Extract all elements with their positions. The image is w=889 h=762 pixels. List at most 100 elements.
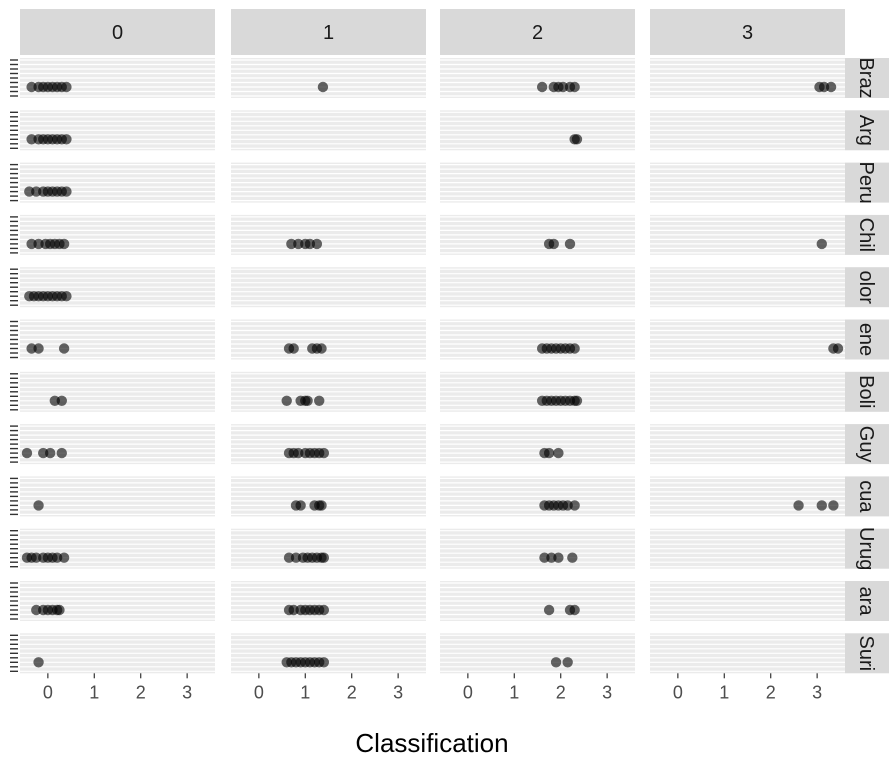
data-point	[56, 395, 67, 406]
data-point	[832, 343, 844, 354]
row-strip	[845, 267, 889, 308]
data-point	[567, 552, 578, 563]
data-point	[569, 81, 580, 93]
x-tick-label: 1	[719, 682, 729, 702]
row-strip-label: Braz	[855, 57, 877, 98]
data-point	[56, 447, 67, 459]
data-point	[318, 657, 330, 668]
data-point	[569, 500, 580, 511]
row-strip	[845, 371, 889, 412]
facet-panels	[20, 58, 845, 674]
column-strips: 0 1 2 3	[20, 9, 845, 55]
row-strip	[845, 424, 889, 465]
row-strip-label: ene	[855, 323, 877, 356]
data-point	[61, 291, 72, 302]
data-point	[571, 134, 583, 145]
data-point	[281, 395, 292, 406]
x-tick-label: 3	[393, 682, 403, 702]
x-tick-label: 0	[673, 682, 683, 702]
data-point	[562, 657, 573, 668]
data-point	[58, 238, 70, 250]
row-strip-label: ara	[855, 587, 877, 617]
col-strip	[650, 9, 845, 55]
row-strip-label: cua	[855, 480, 877, 513]
y-tick-marks	[10, 59, 18, 672]
x-axis-title: Classification	[355, 728, 508, 758]
data-point	[553, 552, 564, 563]
data-point	[61, 186, 72, 197]
data-point	[314, 395, 325, 406]
row-strip	[845, 110, 889, 151]
data-point	[316, 343, 327, 354]
data-point	[564, 238, 576, 250]
data-point	[569, 343, 580, 354]
row-strips: Braz Arg Peru Chil olor ene Boli Guy cua Urug ara S…	[845, 57, 889, 674]
x-tick-label: 0	[463, 682, 473, 702]
data-point	[288, 343, 299, 354]
row-strip	[845, 476, 889, 517]
data-point	[311, 238, 323, 250]
data-point	[828, 500, 839, 511]
data-point	[61, 81, 72, 93]
x-tick-label: 1	[300, 682, 310, 702]
row-strip	[845, 633, 889, 674]
col-strip-label: 0	[112, 22, 123, 44]
row-strip-label: olor	[855, 271, 877, 305]
data-point	[571, 395, 583, 406]
data-point	[316, 500, 327, 511]
col-strip-label: 3	[742, 22, 753, 44]
data-point	[816, 500, 827, 511]
data-point	[295, 500, 306, 511]
row-strip	[845, 319, 889, 360]
x-tick-label: 2	[347, 682, 357, 702]
data-point	[318, 447, 330, 459]
x-tick-label: 3	[182, 682, 192, 702]
data-point	[54, 604, 65, 616]
col-strip	[20, 9, 215, 55]
x-tick-label: 3	[602, 682, 612, 702]
data-point	[317, 81, 329, 93]
data-point	[21, 447, 33, 459]
data-points	[21, 81, 844, 668]
data-point	[569, 604, 580, 616]
row-strip-label: Arg	[855, 115, 877, 146]
col-strip	[231, 9, 426, 55]
data-point	[61, 134, 72, 145]
x-tick-label: 3	[812, 682, 822, 702]
x-tick-label: 0	[254, 682, 264, 702]
row-strip	[845, 528, 889, 569]
x-tick-label: 2	[136, 682, 146, 702]
data-point	[548, 238, 559, 250]
row-strip-label: Guy	[855, 426, 877, 463]
row-strip-label: Chil	[855, 218, 877, 252]
data-point	[825, 81, 837, 93]
data-point	[33, 343, 44, 354]
data-point	[793, 500, 804, 511]
data-point	[318, 552, 330, 563]
row-strip-label: Suri	[855, 636, 877, 672]
x-tick-label: 1	[509, 682, 519, 702]
row-strip-label: Peru	[855, 161, 877, 203]
data-point	[33, 500, 44, 511]
data-point	[550, 657, 562, 668]
data-point	[816, 238, 827, 250]
row-strip	[845, 162, 889, 203]
x-tick-label: 1	[89, 682, 99, 702]
row-strip-label: Urug	[855, 527, 877, 570]
data-point	[302, 395, 313, 406]
col-strip-label: 2	[532, 22, 543, 44]
data-point	[44, 447, 56, 459]
row-strip	[845, 58, 889, 98]
x-tick-label: 0	[43, 682, 53, 702]
x-tick-label: 2	[556, 682, 566, 702]
row-strip-label: Boli	[855, 375, 877, 408]
col-strip	[440, 9, 635, 55]
x-axis: 0 1 2 3 0 1 2 3 0 1 2 3 0 1 2 3	[43, 673, 822, 702]
data-point	[553, 447, 564, 459]
data-point	[58, 552, 70, 563]
data-point	[33, 657, 44, 668]
x-tick-label: 2	[766, 682, 776, 702]
row-strip	[845, 214, 889, 255]
data-point	[543, 604, 555, 616]
